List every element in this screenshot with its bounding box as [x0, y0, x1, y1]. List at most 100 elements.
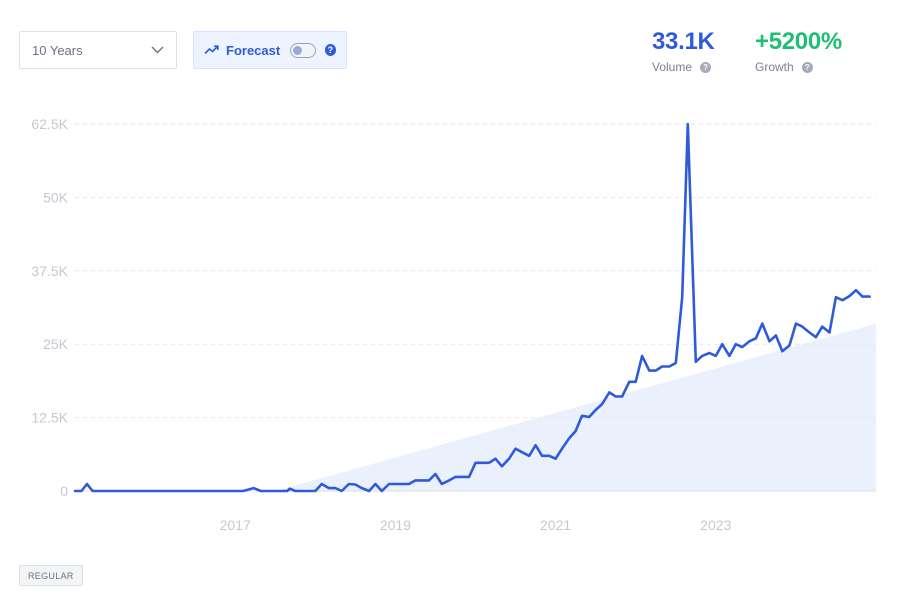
- data-point: [654, 369, 657, 372]
- data-point: [388, 483, 391, 486]
- data-point: [394, 483, 397, 486]
- growth-help-icon[interactable]: ?: [801, 61, 813, 73]
- data-point: [91, 490, 94, 493]
- data-point: [755, 337, 758, 340]
- data-point: [694, 361, 697, 364]
- growth-value: +5200%: [755, 28, 842, 55]
- series-line: [73, 122, 871, 493]
- data-point: [674, 362, 677, 365]
- x-tick-label: 2019: [380, 517, 411, 533]
- data-point: [641, 355, 644, 358]
- data-point: [648, 369, 651, 372]
- data-point: [328, 487, 331, 490]
- data-point: [588, 416, 591, 419]
- data-point: [374, 483, 377, 486]
- data-point: [468, 476, 471, 479]
- data-point: [408, 483, 411, 486]
- data-point: [360, 487, 363, 490]
- data-point: [514, 447, 517, 450]
- x-tick-label: 2021: [540, 517, 571, 533]
- data-point: [421, 479, 424, 482]
- data-point: [428, 479, 431, 482]
- volume-value: 33.1K: [652, 28, 715, 55]
- data-point: [488, 462, 491, 465]
- data-point: [728, 355, 731, 358]
- data-point: [848, 295, 851, 298]
- x-tick-label: 2017: [220, 517, 251, 533]
- data-point: [294, 490, 297, 493]
- y-tick-label: 37.5K: [31, 263, 68, 279]
- data-point: [288, 487, 291, 490]
- data-point: [701, 355, 704, 358]
- data-point: [628, 380, 631, 383]
- trend-up-icon: [204, 45, 219, 55]
- forecast-toggle[interactable]: [290, 42, 316, 58]
- data-point: [735, 343, 738, 346]
- data-point: [548, 454, 551, 457]
- data-point: [80, 490, 83, 493]
- data-point: [380, 490, 383, 493]
- trend-area: [275, 323, 876, 491]
- data-point: [434, 473, 437, 476]
- data-point: [594, 409, 597, 412]
- data-point: [340, 490, 343, 493]
- volume-help-icon[interactable]: ?: [700, 61, 712, 73]
- data-point: [614, 395, 617, 398]
- forecast-label: Forecast: [226, 42, 281, 58]
- data-point: [154, 490, 157, 493]
- x-tick-label: 2023: [700, 517, 731, 533]
- data-point: [808, 331, 811, 334]
- data-point: [74, 490, 77, 493]
- data-point: [441, 483, 444, 486]
- data-point: [721, 343, 724, 346]
- data-point: [494, 457, 497, 460]
- data-point: [286, 490, 289, 493]
- data-point: [534, 444, 537, 447]
- data-point: [741, 346, 744, 349]
- data-point: [194, 490, 197, 493]
- data-point: [821, 325, 824, 328]
- data-point: [448, 479, 451, 482]
- data-point: [554, 457, 557, 460]
- data-point: [715, 355, 718, 358]
- data-point: [815, 336, 818, 339]
- data-point: [788, 344, 791, 347]
- data-point: [454, 476, 457, 479]
- data-point: [781, 350, 784, 353]
- data-point: [708, 352, 711, 355]
- data-point: [801, 325, 804, 328]
- data-point: [868, 295, 871, 298]
- data-point: [601, 403, 604, 406]
- data-point: [334, 487, 337, 490]
- data-point: [775, 334, 778, 337]
- data-point: [761, 322, 764, 325]
- volume-stat: 33.1K Volume ?: [652, 28, 715, 74]
- y-tick-label: 25K: [43, 336, 69, 352]
- data-point: [861, 295, 864, 298]
- data-point: [634, 380, 637, 383]
- data-point: [528, 454, 531, 457]
- data-point: [541, 454, 544, 457]
- data-point: [314, 490, 317, 493]
- data-point: [508, 457, 511, 460]
- regular-tag: REGULAR: [19, 565, 83, 586]
- forecast-help-icon[interactable]: ?: [324, 44, 336, 56]
- data-point: [748, 340, 751, 343]
- growth-label: Growth: [755, 60, 794, 74]
- data-point: [368, 490, 371, 493]
- time-range-select[interactable]: 10 Years: [19, 31, 177, 69]
- y-tick-label: 12.5K: [31, 410, 68, 426]
- y-tick-label: 0: [60, 483, 68, 499]
- data-point: [354, 483, 357, 486]
- data-point: [608, 391, 611, 394]
- time-range-value: 10 Years: [32, 42, 83, 58]
- data-point: [621, 395, 624, 398]
- data-point: [474, 462, 477, 465]
- data-point: [348, 483, 351, 486]
- data-point: [481, 462, 484, 465]
- data-point: [581, 415, 584, 418]
- data-point: [461, 476, 464, 479]
- data-point: [414, 479, 417, 482]
- data-point: [795, 322, 798, 325]
- data-point: [561, 447, 564, 450]
